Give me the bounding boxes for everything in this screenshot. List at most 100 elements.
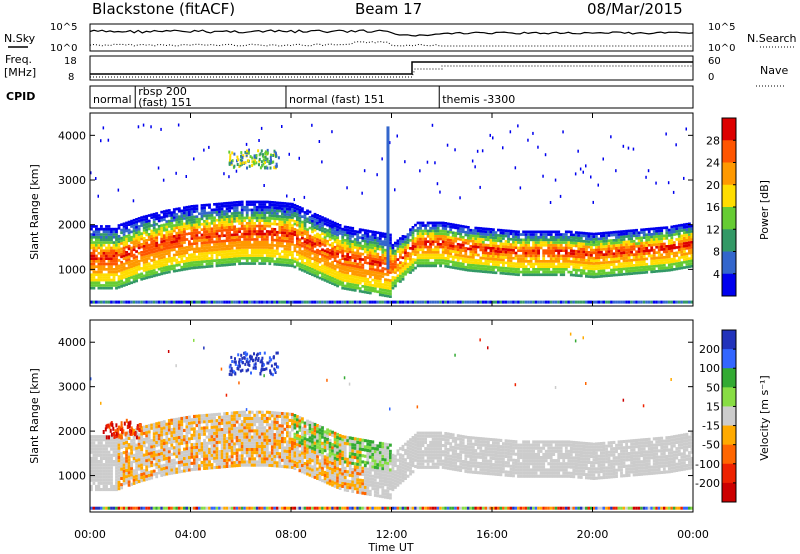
velocity-cell [102,478,106,482]
power-cell [479,243,483,246]
power-cell [439,224,443,227]
power-cell [147,254,151,258]
power-cell [690,254,694,257]
power-cell [662,266,666,270]
power-cell [386,126,390,270]
power-cell [406,254,410,258]
power-cell [323,279,327,282]
power-cell [577,247,581,251]
power-cell [321,248,324,252]
power-cell [549,300,553,304]
power-cell [557,251,561,255]
power-cell [313,266,317,270]
power-cell [637,263,641,267]
power-cell [286,234,289,238]
power-cell [316,227,319,231]
power-cell [260,203,264,206]
power-cell [672,225,676,228]
power-cell [569,273,573,277]
power-cell [481,248,485,252]
power-cell [177,244,181,248]
power-cell [293,233,297,237]
power-cell [308,226,312,230]
power-cell [507,300,510,304]
power-cell [160,226,164,230]
power-cell [454,266,458,270]
power-cell [328,230,332,233]
power-cell [150,272,154,276]
power-cell [451,258,455,261]
power-cell [152,253,156,256]
power-cell [145,268,149,272]
power-cell [115,227,118,231]
power-cell [394,241,397,245]
velocity-cell [95,463,98,467]
power-cell [524,230,528,234]
power-cell [363,274,367,278]
power-cell [125,240,129,243]
power-cell [572,249,576,253]
power-cell [456,232,460,235]
power-cell [250,208,254,212]
power-cell [635,300,638,304]
power-cell [270,209,274,212]
power-cell [165,249,169,253]
power-cell [449,230,453,234]
power-cell [559,257,563,260]
power-cell [547,249,551,252]
power-cell [434,229,438,233]
power-cell [223,218,227,221]
power-cell [431,264,435,268]
power-cell [127,247,131,251]
power-cell [502,264,505,267]
power-cell [399,242,402,246]
power-cell [605,247,608,251]
power-cell [318,276,322,280]
velocity-cell [95,506,98,510]
power-cell [100,265,103,268]
power-cell [260,259,264,263]
power-cell [602,231,606,235]
power-cell [612,263,616,266]
power-cell [366,243,370,246]
power-cell [512,235,515,239]
power-cell [585,234,588,238]
power-cell [135,277,139,280]
power-cell [655,256,659,260]
power-cell [441,256,445,260]
power-cell [343,255,347,258]
power-cell [183,214,186,218]
power-cell [489,260,493,263]
power-cell [391,284,395,287]
power-cell [265,254,269,257]
power-cell [348,237,352,240]
power-cell [293,265,297,269]
power-cell [484,233,488,236]
power-cell [461,241,465,244]
power-cell [177,218,181,221]
power-cell [251,156,254,160]
power-cell [262,158,265,162]
power-cell [499,269,503,272]
power-cell [595,275,598,279]
power-cell [514,267,518,271]
power-cell [137,225,141,228]
power-cell [547,238,551,242]
power-cell [670,230,674,234]
velocity-cell [100,506,103,510]
power-cell [514,238,518,241]
power-cell [263,214,267,217]
power-cell [660,256,664,259]
power-cell [253,246,257,249]
power-cell [288,245,292,249]
power-cell [230,214,234,218]
power-cell [441,243,445,246]
power-cell [215,240,219,243]
power-cell [127,223,131,226]
power-cell [680,261,684,264]
power-cell [544,233,548,236]
power-cell [205,243,209,247]
power-cell [125,280,129,284]
power-cell [341,300,344,304]
power-cell [245,214,249,217]
